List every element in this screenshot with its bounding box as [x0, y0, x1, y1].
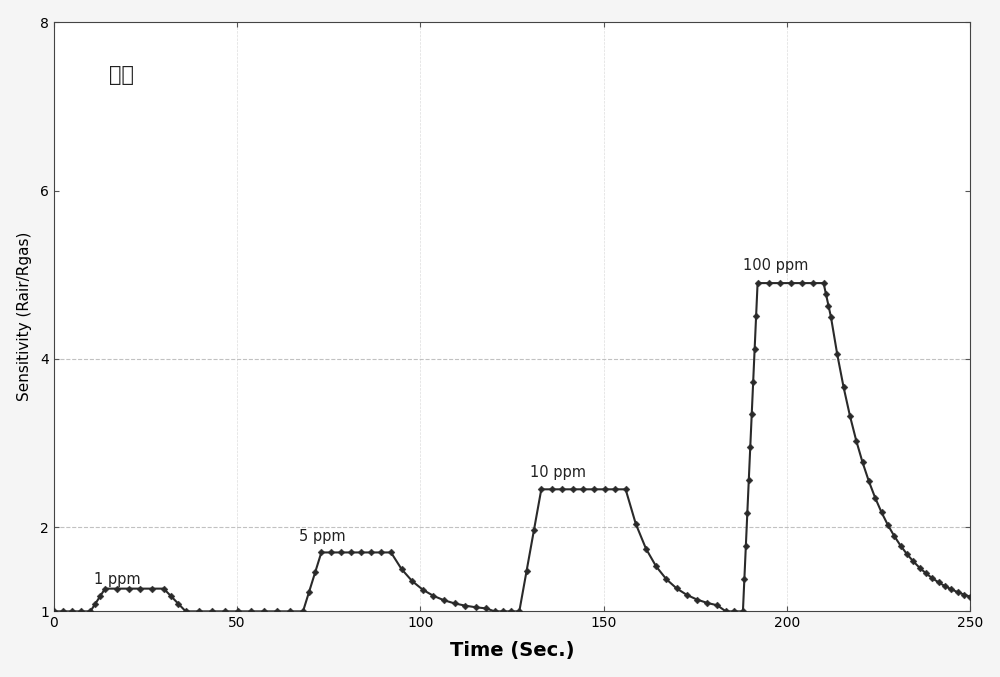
- Text: 10 ppm: 10 ppm: [530, 464, 586, 480]
- Text: 1 ppm: 1 ppm: [94, 571, 141, 586]
- Text: 5 ppm: 5 ppm: [299, 529, 346, 544]
- Text: 乙醇: 乙醇: [109, 65, 134, 85]
- Y-axis label: Sensitivity (Rair/Rgas): Sensitivity (Rair/Rgas): [17, 232, 32, 401]
- X-axis label: Time (Sec.): Time (Sec.): [450, 641, 574, 660]
- Text: 100 ppm: 100 ppm: [743, 259, 808, 274]
